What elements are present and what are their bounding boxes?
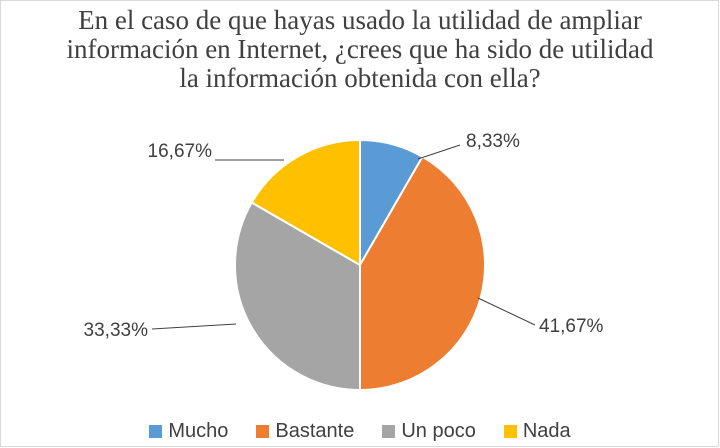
legend-item-bastante: Bastante — [256, 420, 354, 443]
leader-line-mucho — [417, 144, 461, 160]
legend-item-mucho: Mucho — [149, 420, 228, 443]
pie-chart: 8,33% 41,67% 33,33% 16,67% — [84, 131, 604, 392]
pie-slice-nada — [250, 138, 361, 267]
data-label-bastante: 41,67% — [539, 316, 604, 337]
legend-swatch-mucho — [149, 424, 163, 438]
legend-label-un-poco: Un poco — [401, 419, 476, 442]
legend-item-nada: Nada — [503, 419, 571, 443]
legend-item-un-poco: Un poco — [382, 420, 476, 443]
data-label-un-poco: 33,33% — [84, 320, 149, 341]
legend-label-mucho: Mucho — [168, 419, 229, 442]
legend-swatch-un-poco — [382, 424, 396, 438]
legend: Mucho Bastante Un poco Nada — [0, 418, 720, 444]
leader-line-bastante — [477, 297, 536, 326]
leader-line-un-poco — [151, 323, 237, 330]
chart-title: En el caso de que hayas usado la utilida… — [66, 5, 654, 93]
legend-swatch-bastante — [256, 424, 270, 438]
pie-slice-bastante — [359, 155, 486, 392]
legend-label-bastante: Bastante — [275, 419, 355, 442]
data-label-nada: 16,67% — [148, 141, 213, 162]
pie-slice-un-poco — [234, 201, 361, 392]
legend-label-nada: Nada — [522, 419, 571, 442]
data-label-mucho: 8,33% — [466, 131, 520, 152]
legend-swatch-nada — [503, 424, 517, 438]
